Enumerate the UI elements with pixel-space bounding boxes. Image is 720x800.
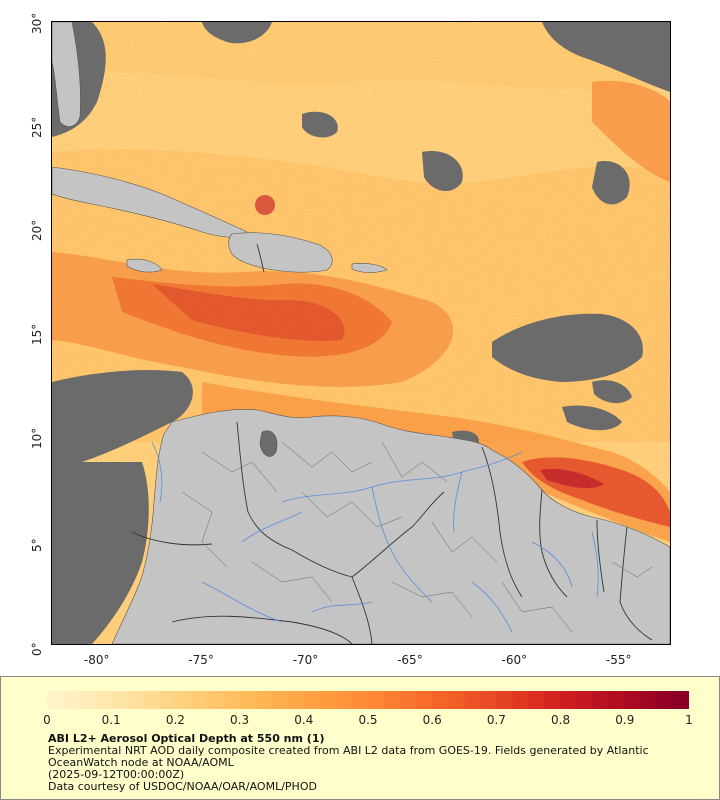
colorbar-tick-label: 0.2 [165, 713, 185, 727]
colorbar-step [576, 691, 594, 709]
colorbar-step [400, 691, 417, 709]
colorbar-tick-label: 0.9 [615, 713, 635, 727]
latitude-tick-label: 5° [30, 538, 44, 553]
longitude-tick-label: -80° [83, 653, 110, 667]
colorbar-step [191, 691, 208, 709]
colorbar-step [111, 691, 128, 709]
longitude-tick-label: -75° [188, 653, 214, 667]
latitude-tick-label: 15° [30, 323, 44, 345]
colorbar-tick-label: 0.3 [230, 713, 250, 727]
colorbar-step [640, 691, 658, 709]
latitude-tick-label: 25° [30, 116, 44, 138]
caption-date: (2025-09-12T00:00:00Z) [48, 768, 185, 781]
colorbar [47, 691, 689, 709]
colorbar-step [544, 691, 562, 709]
colorbar-step [656, 691, 674, 709]
puerto-rico-land [351, 263, 388, 273]
aod-map-canvas [52, 22, 670, 644]
colorbar-tick-label: 0.7 [486, 713, 506, 727]
state-borders [181, 441, 653, 633]
colorbar-step [239, 691, 257, 709]
longitude-tick-label: -60° [501, 653, 528, 667]
aod-map [51, 21, 671, 645]
colorbar-step [368, 691, 385, 709]
colorbar-step [319, 691, 337, 709]
colorbar-step [223, 691, 241, 709]
colorbar-step [47, 691, 64, 709]
colorbar-step [512, 691, 529, 709]
florida-land [52, 22, 81, 127]
latitude-tick-label: 30° [30, 12, 44, 34]
colorbar-tick-label: 0 [43, 713, 51, 727]
colorbar-step [351, 691, 369, 709]
colorbar-step [672, 691, 689, 709]
colorbar-step [528, 691, 546, 709]
colorbar-step [416, 691, 433, 709]
colorbar-step [255, 691, 273, 709]
colorbar-tick-label: 0.8 [551, 713, 571, 727]
rivers [151, 441, 599, 633]
colorbar-tick-label: 0.4 [294, 713, 314, 727]
longitude-tick-label: -70° [292, 653, 319, 667]
colorbar-step [496, 691, 513, 709]
colorbar-step [432, 691, 449, 709]
colorbar-step [335, 691, 353, 709]
colorbar-step [560, 691, 578, 709]
country-borders [131, 243, 653, 644]
lake-maracaibo [259, 430, 278, 457]
colorbar-tick-label: 0.5 [358, 713, 378, 727]
longitude-tick-label: -55° [605, 653, 632, 667]
colorbar-step [175, 691, 192, 709]
caption-description: Experimental NRT AOD daily composite cre… [48, 744, 649, 769]
jamaica-land [126, 258, 163, 273]
land-masses [52, 22, 670, 644]
no-data-regions [52, 22, 670, 644]
colorbar-step [127, 691, 144, 709]
colorbar-step [608, 691, 626, 709]
colorbar-step [480, 691, 497, 709]
colorbar-step [384, 691, 401, 709]
colorbar-step [79, 691, 96, 709]
colorbar-tick-label: 1 [685, 713, 693, 727]
south-america-land [111, 409, 670, 644]
colorbar-step [159, 691, 176, 709]
colorbar-step [624, 691, 642, 709]
colorbar-tick-label: 0.1 [101, 713, 121, 727]
colorbar-step [448, 691, 465, 709]
colorbar-step [287, 691, 305, 709]
colorbar-tick-label: 0.6 [422, 713, 442, 727]
latitude-tick-label: 20° [30, 220, 44, 242]
colorbar-step [63, 691, 80, 709]
caption-title: ABI L2+ Aerosol Optical Depth at 550 nm … [48, 732, 325, 745]
latitude-tick-label: 10° [30, 427, 44, 449]
colorbar-step [271, 691, 289, 709]
colorbar-step [207, 691, 225, 709]
caption-credit: Data courtesy of USDOC/NOAA/OAR/AOML/PHO… [48, 780, 317, 793]
colorbar-step [303, 691, 321, 709]
colorbar-step [143, 691, 160, 709]
longitude-tick-label: -65° [397, 653, 423, 667]
colorbar-step [464, 691, 481, 709]
colorbar-step [95, 691, 112, 709]
hispaniola-land [228, 232, 333, 273]
latitude-tick-label: 0° [30, 642, 44, 656]
colorbar-step [592, 691, 610, 709]
